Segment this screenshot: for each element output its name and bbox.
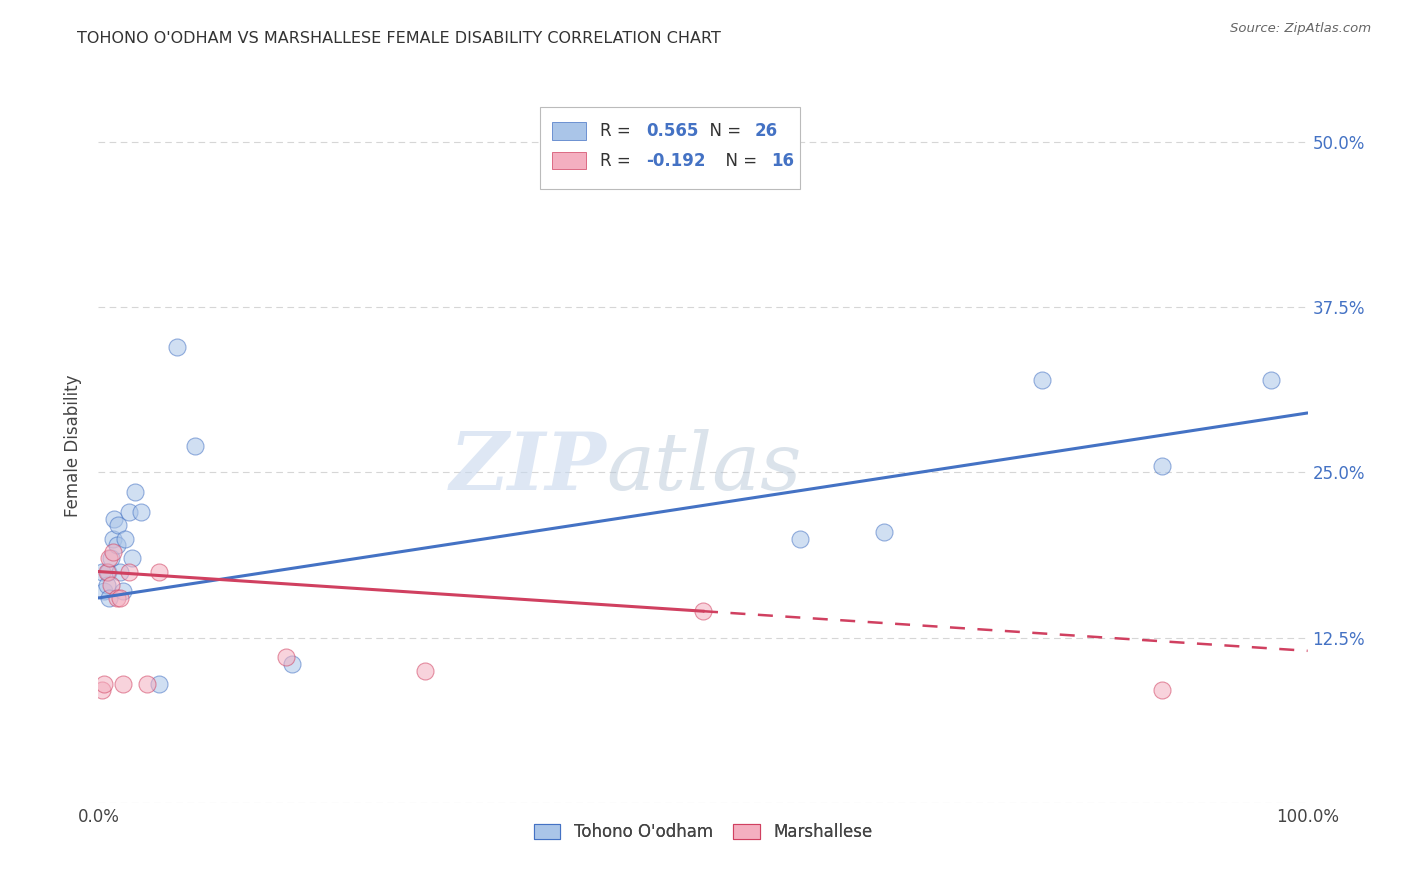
- Point: [129, 505, 152, 519]
- Point: [91, 683, 114, 698]
- Point: [98, 551, 121, 566]
- Point: [91, 565, 114, 579]
- Point: [111, 677, 134, 691]
- Point: [114, 532, 136, 546]
- Point: [1152, 458, 1174, 473]
- Point: [166, 340, 188, 354]
- Text: Source: ZipAtlas.com: Source: ZipAtlas.com: [1230, 22, 1371, 36]
- Y-axis label: Female Disability: Female Disability: [65, 375, 83, 517]
- Text: N =: N =: [699, 121, 747, 139]
- FancyBboxPatch shape: [540, 107, 800, 189]
- Point: [107, 518, 129, 533]
- Text: 16: 16: [770, 152, 794, 169]
- Point: [103, 511, 125, 525]
- Point: [105, 538, 128, 552]
- Point: [148, 677, 170, 691]
- Text: N =: N =: [716, 152, 762, 169]
- Point: [111, 584, 134, 599]
- FancyBboxPatch shape: [551, 152, 586, 169]
- Point: [873, 524, 896, 539]
- Point: [274, 650, 297, 665]
- Point: [1152, 683, 1174, 698]
- Text: 26: 26: [755, 121, 778, 139]
- Point: [148, 565, 170, 579]
- Point: [93, 677, 115, 691]
- Point: [101, 532, 124, 546]
- Text: R =: R =: [600, 121, 637, 139]
- Text: R =: R =: [600, 152, 637, 169]
- Point: [108, 565, 131, 579]
- Legend: Tohono O'odham, Marshallese: Tohono O'odham, Marshallese: [527, 817, 879, 848]
- Point: [1260, 373, 1282, 387]
- FancyBboxPatch shape: [551, 121, 586, 139]
- Point: [1031, 373, 1053, 387]
- Point: [281, 657, 304, 671]
- Point: [692, 604, 714, 618]
- Point: [96, 578, 118, 592]
- Point: [118, 565, 141, 579]
- Point: [93, 584, 115, 599]
- Point: [100, 578, 122, 592]
- Point: [124, 485, 146, 500]
- Point: [135, 677, 157, 691]
- Text: TOHONO O'ODHAM VS MARSHALLESE FEMALE DISABILITY CORRELATION CHART: TOHONO O'ODHAM VS MARSHALLESE FEMALE DIS…: [77, 31, 721, 46]
- Point: [184, 439, 207, 453]
- Point: [121, 551, 143, 566]
- Point: [105, 591, 128, 605]
- Text: 0.565: 0.565: [647, 121, 699, 139]
- Point: [118, 505, 141, 519]
- Point: [98, 591, 121, 605]
- Text: atlas: atlas: [606, 429, 801, 506]
- Point: [789, 532, 811, 546]
- Point: [101, 545, 124, 559]
- Point: [100, 551, 122, 566]
- Text: -0.192: -0.192: [647, 152, 706, 169]
- Point: [96, 565, 118, 579]
- Point: [108, 591, 131, 605]
- Point: [413, 664, 436, 678]
- Text: ZIP: ZIP: [450, 429, 606, 506]
- Point: [97, 565, 120, 579]
